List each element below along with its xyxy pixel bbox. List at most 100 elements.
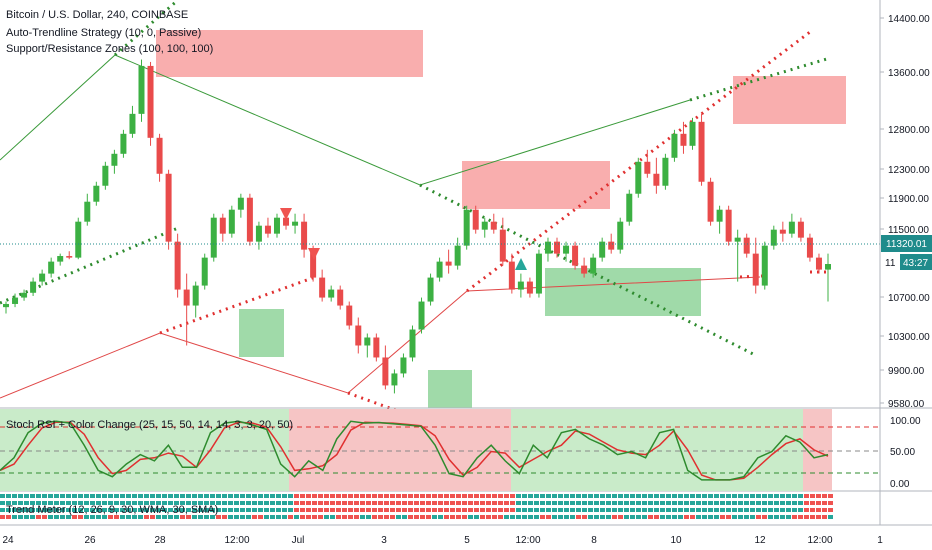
trend-meter-cell — [474, 508, 479, 512]
trend-meter-cell — [558, 494, 563, 498]
trend-meter-cell — [354, 501, 359, 505]
trend-meter-cell — [732, 508, 737, 512]
trend-meter-cell — [438, 494, 443, 498]
trend-meter-cell — [258, 515, 263, 519]
candle-body — [770, 229, 777, 246]
trend-meter-cell — [186, 508, 191, 512]
time-axis: 24 26 28 12:00 Jul 3 5 12:00 8 10 12 12:00 1 — [2, 535, 883, 546]
trend-meter-cell — [30, 494, 35, 498]
trend-meter-cell — [108, 501, 113, 505]
trend-meter-cell — [378, 508, 383, 512]
candle-body — [644, 161, 651, 174]
trend-meter-cell — [720, 494, 725, 498]
trend-meter-cell — [330, 494, 335, 498]
countdown-label: 43:27 — [903, 258, 928, 269]
trend-meter-cell — [786, 508, 791, 512]
trend-meter-cell — [0, 515, 5, 519]
trend-meter-cell — [444, 508, 449, 512]
candle-body — [680, 133, 687, 146]
trend-meter-cell — [348, 501, 353, 505]
candle-body — [174, 241, 181, 290]
candle-body — [84, 201, 91, 222]
time-tick-label: 1 — [877, 535, 883, 546]
trend-meter-cell — [174, 501, 179, 505]
trend-meter-cell — [738, 501, 743, 505]
trend-meter-cell — [396, 494, 401, 498]
candle-body — [273, 217, 280, 234]
trend-meter-cell — [60, 515, 65, 519]
trend-meter-cell — [696, 494, 701, 498]
candle-body — [626, 193, 633, 222]
trend-meter-cell — [642, 501, 647, 505]
trend-meter-cell — [114, 515, 119, 519]
trend-meter-cell — [528, 508, 533, 512]
trend-meter-cell — [408, 501, 413, 505]
trend-meter-cell — [54, 515, 59, 519]
trend-meter-cell — [288, 515, 293, 519]
trend-meter-cell — [246, 501, 251, 505]
time-tick-label: 26 — [84, 535, 96, 546]
trend-meter-cell — [276, 515, 281, 519]
trend-meter-cell — [486, 515, 491, 519]
trend-meter-cell — [288, 494, 293, 498]
trend-meter-cell — [150, 515, 155, 519]
trend-meter-cell — [582, 494, 587, 498]
trend-meter-cell — [822, 494, 827, 498]
trend-meter-cell — [576, 515, 581, 519]
trend-meter-cell — [240, 494, 245, 498]
resistance-zone — [156, 30, 423, 77]
trend-meter-cell — [360, 508, 365, 512]
trend-meter-cell — [426, 501, 431, 505]
trend-meter-cell — [570, 515, 575, 519]
trend-meter-cell — [774, 515, 779, 519]
trend-meter-cell — [468, 515, 473, 519]
trendline-green-upper — [0, 54, 691, 186]
candle-body — [734, 237, 741, 242]
candle-body — [716, 209, 723, 222]
trend-meter-cell — [294, 515, 299, 519]
trend-meter-cell — [456, 501, 461, 505]
trend-meter-cell — [180, 508, 185, 512]
trend-meter-cell — [90, 515, 95, 519]
current-price-badge: 11320.01 43:27 11 — [881, 235, 932, 270]
trend-meter-cell — [264, 501, 269, 505]
trend-meter-cell — [540, 515, 545, 519]
trend-meter-cell — [66, 494, 71, 498]
candle-body — [310, 249, 317, 278]
stoch-tick-label: 0.00 — [890, 479, 910, 490]
trend-meter-cell — [576, 501, 581, 505]
trend-meter-cell — [756, 494, 761, 498]
trend-meter-cell — [414, 515, 419, 519]
trend-meter-cell — [600, 501, 605, 505]
trend-meter-cell — [378, 515, 383, 519]
trend-meter-cell — [144, 494, 149, 498]
trend-meter-cell — [228, 494, 233, 498]
trend-meter-cell — [516, 515, 521, 519]
legend-indicator-1: Auto-Trendline Strategy (10, 0, Passive) — [6, 27, 201, 39]
trend-meter-cell — [516, 508, 521, 512]
trend-meter-cell — [294, 508, 299, 512]
trend-meter-cell — [582, 501, 587, 505]
trend-meter-cell — [348, 494, 353, 498]
trend-meter-cell — [48, 494, 53, 498]
trend-meter-cell — [546, 508, 551, 512]
trend-meter-cell — [222, 494, 227, 498]
candle-body — [129, 113, 136, 134]
trend-meter-cell — [624, 494, 629, 498]
trend-meter-cell — [438, 515, 443, 519]
trend-meter-cell — [786, 501, 791, 505]
trend-meter-cell — [246, 494, 251, 498]
trend-meter-cell — [300, 515, 305, 519]
candle-body — [409, 329, 416, 358]
trend-meter-cell — [576, 508, 581, 512]
trend-meter-cell — [498, 501, 503, 505]
trend-meter-cell — [792, 515, 797, 519]
trend-meter-cell — [696, 515, 701, 519]
trend-meter-cell — [618, 515, 623, 519]
trend-meter-cell — [822, 508, 827, 512]
trend-meter-cell — [120, 494, 125, 498]
trend-meter-cell — [378, 501, 383, 505]
trend-meter-cell — [318, 515, 323, 519]
time-tick-label: 5 — [464, 535, 470, 546]
legend-main-title: Bitcoin / U.S. Dollar, 240, COINBASE — [6, 9, 188, 21]
